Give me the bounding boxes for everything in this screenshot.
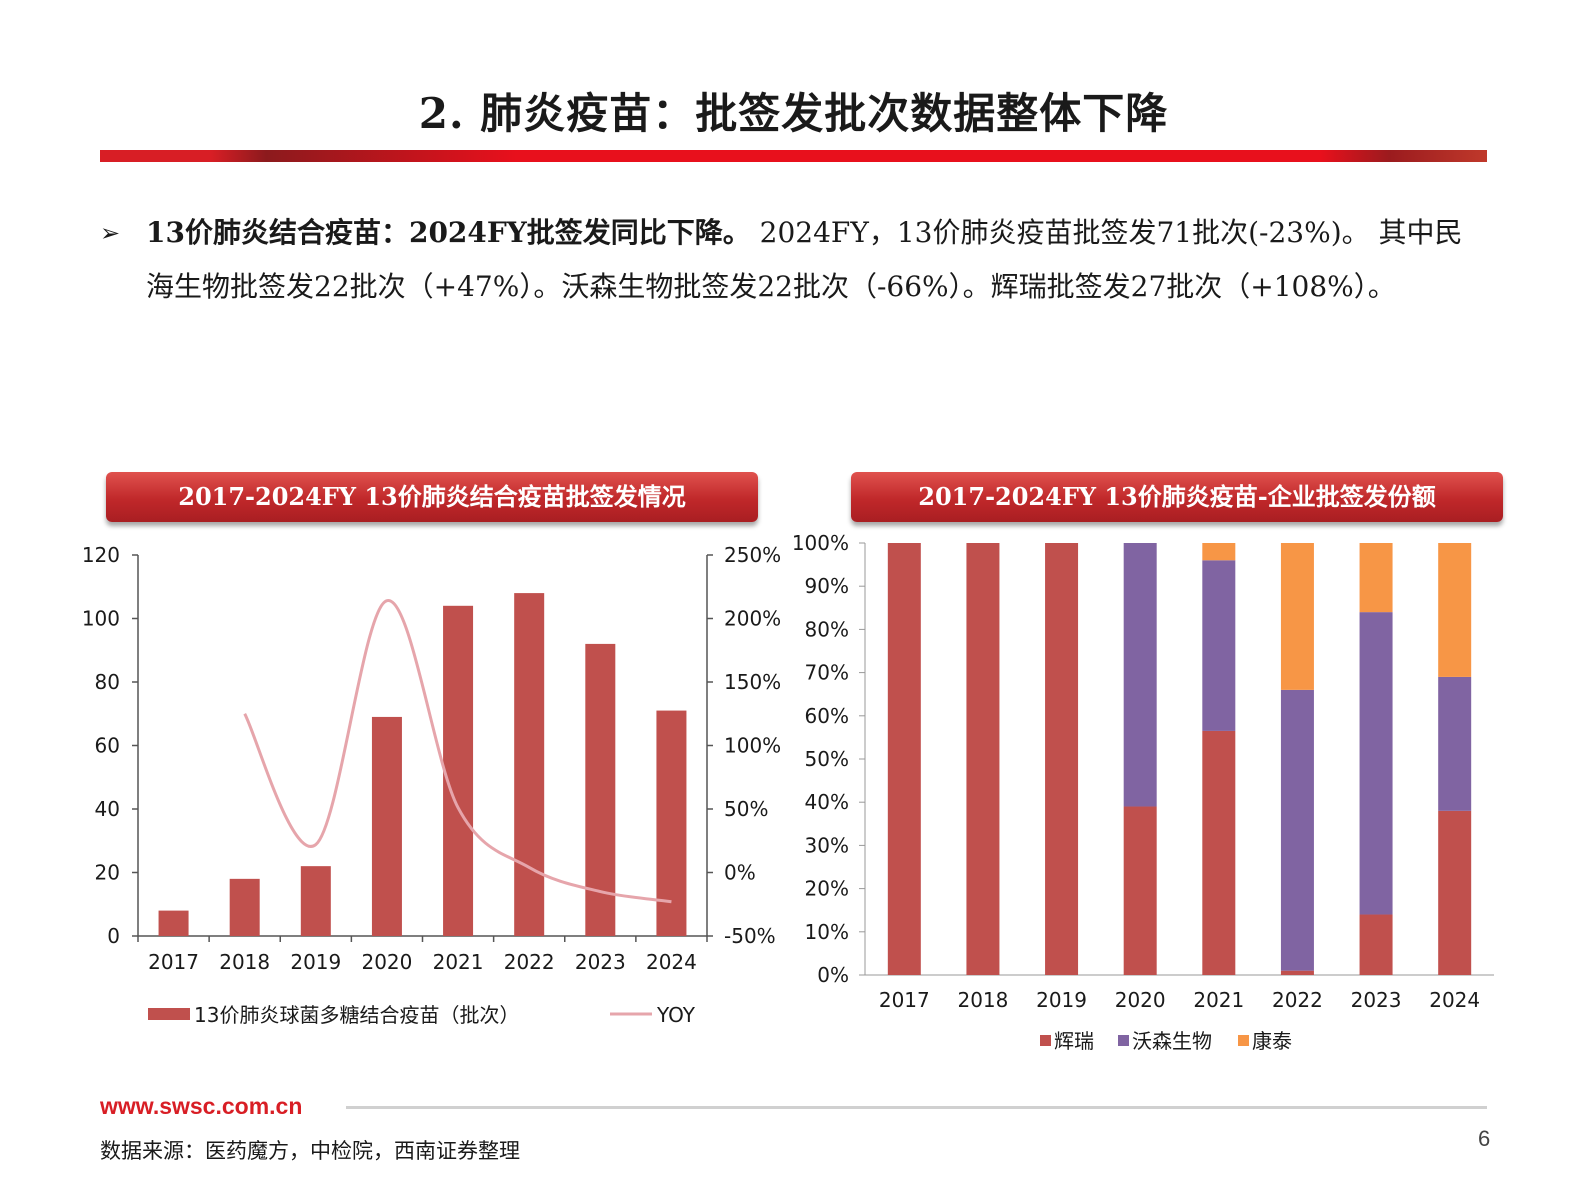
y-tick-label: 100% [792, 531, 849, 555]
x-tick-label: 2018 [957, 988, 1008, 1012]
bar-2021-辉瑞 [1202, 730, 1236, 975]
y2-tick-label: 0% [724, 861, 756, 885]
y-tick-label: 20 [95, 861, 120, 885]
x-tick-label: 2021 [1193, 988, 1244, 1012]
bar-2019-辉瑞 [1045, 543, 1079, 975]
page-title: 2. 肺炎疫苗：批签发批次数据整体下降 [418, 89, 1169, 138]
bar-2020-沃森生物 [1123, 543, 1157, 807]
bar-2024-康泰 [1438, 543, 1472, 677]
legend-swatch-康泰 [1238, 1035, 1249, 1046]
bar-2018-辉瑞 [966, 543, 1000, 975]
x-tick-label: 2017 [148, 950, 199, 974]
bar-2023-康泰 [1359, 543, 1393, 613]
bar-2024-辉瑞 [1438, 810, 1472, 975]
x-tick-label: 2018 [219, 950, 270, 974]
yoy-line [243, 599, 672, 904]
bar-2024 [656, 710, 687, 936]
y-tick-label: 10% [805, 920, 849, 944]
y2-tick-label: -50% [724, 924, 776, 948]
chart-right-title: 2017-2024FY 13价肺炎疫苗-企业批签发份额 [851, 472, 1503, 522]
bar-2023-辉瑞 [1359, 914, 1393, 975]
legend-label-yoy: YOY [656, 1003, 696, 1027]
legend-swatch-bars [148, 1008, 190, 1020]
legend-label-沃森生物: 沃森生物 [1132, 1029, 1212, 1053]
bullet-body: 2024FY，13价肺炎疫苗批签发71批次(-23%)。 其中民海生物批签发22… [146, 216, 1463, 303]
x-tick-label: 2023 [1351, 988, 1402, 1012]
footer-divider [346, 1106, 1487, 1109]
y-tick-label: 40% [805, 790, 849, 814]
chart-left-title: 2017-2024FY 13价肺炎结合疫苗批签发情况 [106, 472, 758, 522]
bar-2023 [585, 643, 616, 936]
y-tick-label: 60% [805, 704, 849, 728]
y-tick-label: 20% [805, 877, 849, 901]
bar-2017 [158, 910, 189, 936]
bullet-bold: 13价肺炎结合疫苗：2024FY批签发同比下降。 [146, 216, 751, 249]
x-tick-label: 2024 [1429, 988, 1480, 1012]
bar-2022-康泰 [1280, 543, 1314, 690]
bullet-arrow-icon: ➢ [100, 219, 121, 247]
bar-2022 [514, 593, 545, 936]
bar-2020-辉瑞 [1123, 806, 1157, 975]
y-tick-label: 0 [107, 924, 120, 948]
y-tick-label: 120 [82, 543, 120, 567]
x-tick-label: 2022 [1272, 988, 1323, 1012]
y-tick-label: 50% [805, 747, 849, 771]
bar-2021-沃森生物 [1202, 560, 1236, 731]
bar-2021-康泰 [1202, 543, 1236, 561]
y-tick-label: 40 [95, 797, 120, 821]
y-tick-label: 70% [805, 661, 849, 685]
legend-swatch-辉瑞 [1040, 1035, 1051, 1046]
y-tick-label: 30% [805, 833, 849, 857]
x-tick-label: 2023 [575, 950, 626, 974]
summary-bullet: ➢ 13价肺炎结合疫苗：2024FY批签发同比下降。 2024FY，13价肺炎疫… [100, 206, 1490, 314]
legend-swatch-沃森生物 [1118, 1035, 1129, 1046]
bar-2019 [300, 866, 331, 936]
y-tick-label: 60 [95, 734, 120, 758]
bar-2022-辉瑞 [1280, 970, 1314, 975]
x-tick-label: 2019 [290, 950, 341, 974]
footer-url[interactable]: www.swsc.com.cn [100, 1093, 303, 1119]
bar-2018 [229, 878, 260, 936]
chart-left: 0 20 40 60 80 100 120 -50% 0% 50% 100% 150% 200% 250%… [82, 543, 781, 1027]
y2-tick-label: 250% [724, 543, 781, 567]
x-tick-label: 2017 [879, 988, 930, 1012]
title-divider [100, 150, 1487, 162]
bar-2024-沃森生物 [1438, 676, 1472, 811]
y-tick-label: 80 [95, 670, 120, 694]
y-tick-label: 90% [805, 574, 849, 598]
x-tick-label: 2024 [646, 950, 697, 974]
y-tick-label: 80% [805, 617, 849, 641]
bar-2023-沃森生物 [1359, 612, 1393, 915]
page-number: 6 [1478, 1126, 1491, 1151]
legend-label-bars: 13价肺炎球菌多糖结合疫苗（批次） [194, 1003, 519, 1027]
x-tick-label: 2020 [361, 950, 412, 974]
y2-tick-label: 200% [724, 607, 781, 631]
y2-tick-label: 50% [724, 797, 768, 821]
x-tick-label: 2021 [433, 950, 484, 974]
x-tick-label: 2019 [1036, 988, 1087, 1012]
x-tick-label: 2022 [504, 950, 555, 974]
y-tick-label: 0% [817, 963, 849, 987]
bar-2022-沃森生物 [1280, 689, 1314, 971]
legend-label-辉瑞: 辉瑞 [1054, 1029, 1094, 1053]
chart-right: 0% 10% 20% 30% 40% 50% 60% 70% 80% 90% 100% 2017 201… [792, 531, 1494, 1053]
bar-2017-辉瑞 [887, 543, 921, 975]
y-tick-label: 100 [82, 607, 120, 631]
bar-2021 [443, 605, 474, 936]
bullet-text: 13价肺炎结合疫苗：2024FY批签发同比下降。 2024FY，13价肺炎疫苗批… [146, 206, 1490, 314]
x-tick-label: 2020 [1115, 988, 1166, 1012]
y2-tick-label: 100% [724, 734, 781, 758]
y2-tick-label: 150% [724, 670, 781, 694]
legend-label-康泰: 康泰 [1252, 1029, 1292, 1053]
data-source: 数据来源：医药魔方，中检院，西南证券整理 [100, 1139, 520, 1163]
bar-2020 [371, 716, 402, 936]
